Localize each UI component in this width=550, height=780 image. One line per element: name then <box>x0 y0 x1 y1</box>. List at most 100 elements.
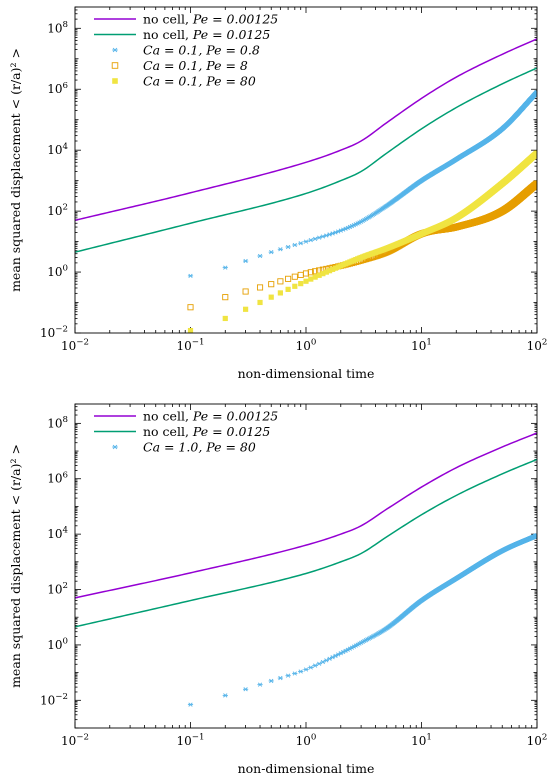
data-point <box>312 663 318 668</box>
legend-label: Ca = 1.0, Pe = 80 <box>143 440 256 455</box>
x-tick-label: 100 <box>296 733 317 748</box>
data-point <box>243 258 249 264</box>
legend-label: Ca = 0.1, Pe = 80 <box>143 74 256 89</box>
series-3-points <box>187 90 537 279</box>
x-tick-label: 101 <box>411 733 432 748</box>
legend-label: no cell, Pe = 0.00125 <box>143 12 278 27</box>
data-point <box>268 250 274 255</box>
x-tick-label: 10−1 <box>177 733 205 748</box>
y-tick-label: 102 <box>47 581 68 596</box>
data-point <box>243 687 249 692</box>
data-point <box>243 306 249 312</box>
x-tick-label: 102 <box>527 338 548 353</box>
axes-frame <box>74 6 538 334</box>
y-tick-label: 108 <box>47 20 68 35</box>
data-point <box>316 272 322 278</box>
legend-swatch <box>112 78 118 84</box>
data-point <box>291 273 298 280</box>
legend-label: Ca = 0.1, Pe = 8 <box>143 58 248 73</box>
y-tick-label: 10−2 <box>40 325 68 340</box>
data-point <box>292 671 298 676</box>
data-point <box>242 288 249 295</box>
data-point <box>187 702 194 707</box>
legend-entry: no cell, Pe = 0.0125 <box>94 424 270 439</box>
data-point <box>298 241 304 246</box>
data-point <box>268 281 275 288</box>
data-point <box>297 271 304 278</box>
data-point <box>534 90 537 95</box>
data-point <box>277 247 283 252</box>
legend-swatch <box>111 62 119 69</box>
series-3-points <box>187 533 537 707</box>
data-point <box>303 278 309 284</box>
data-point <box>222 265 228 270</box>
data-point <box>312 268 319 275</box>
y-tick-label: 104 <box>47 526 68 541</box>
legend-entry: Ca = 0.1, Pe = 80 <box>112 74 256 89</box>
data-point <box>308 665 314 670</box>
series-5-points <box>187 150 537 333</box>
legend-entry: Ca = 1.0, Pe = 80 <box>112 440 256 455</box>
series-1-line <box>75 38 537 222</box>
x-tick-label: 102 <box>527 733 548 748</box>
data-point <box>257 253 263 259</box>
x-tick-label: 10−2 <box>61 733 89 748</box>
data-point <box>222 294 229 301</box>
data-point <box>330 266 336 272</box>
legend-label: Ca = 0.1, Pe = 0.8 <box>143 43 260 58</box>
x-tick-label: 101 <box>411 338 432 353</box>
data-point <box>303 239 309 244</box>
x-tick-label: 10−1 <box>177 338 205 353</box>
y-tick-label: 106 <box>47 81 68 96</box>
data-point <box>277 278 284 285</box>
data-point <box>285 244 291 250</box>
legend-entry: Ca = 0.1, Pe = 0.8 <box>112 43 260 58</box>
legend-entry: no cell, Pe = 0.0125 <box>94 27 270 42</box>
y-tick-label: 100 <box>47 637 68 652</box>
data-point <box>256 284 264 291</box>
data-point <box>222 693 228 698</box>
legend-swatch <box>112 47 118 53</box>
legend-entry: Ca = 0.1, Pe = 8 <box>111 58 248 73</box>
data-point <box>320 271 326 277</box>
data-point <box>277 290 283 296</box>
data-point <box>533 180 537 187</box>
legend-entry: no cell, Pe = 0.00125 <box>94 12 278 27</box>
data-point <box>326 268 333 274</box>
series-1-line <box>75 432 537 599</box>
y-axis-label: mean squared displacement < (r/a)² > <box>8 48 23 292</box>
x-axis-label: non-dimensional time <box>238 366 375 381</box>
legend-entry: no cell, Pe = 0.00125 <box>94 409 278 424</box>
data-point <box>323 269 329 275</box>
data-point <box>332 265 339 271</box>
data-point <box>303 667 309 672</box>
plot-area <box>75 432 537 707</box>
data-point <box>222 315 228 322</box>
legend-label: no cell, Pe = 0.0125 <box>143 27 270 42</box>
data-point <box>308 237 314 243</box>
data-point <box>187 327 194 333</box>
y-tick-label: 10−2 <box>40 692 68 707</box>
data-point <box>285 275 292 282</box>
y-tick-label: 108 <box>47 415 68 430</box>
legend-label: no cell, Pe = 0.00125 <box>143 409 278 424</box>
x-tick-label: 10−2 <box>61 338 89 353</box>
x-axis-label: non-dimensional time <box>238 761 375 776</box>
series-2-line <box>75 67 537 253</box>
data-point <box>285 286 291 292</box>
legend-swatch <box>112 444 118 450</box>
data-point <box>187 304 194 311</box>
data-point <box>187 273 194 279</box>
plot-area <box>75 38 537 333</box>
y-tick-label: 106 <box>47 470 68 485</box>
data-point <box>312 236 318 241</box>
data-point <box>316 661 322 666</box>
chart-panel-1: 10−2 10−1 100 101 102 10−2 100 102 104 106 108 non-… <box>8 6 548 381</box>
data-point <box>268 678 274 684</box>
legend-label: no cell, Pe = 0.0125 <box>143 424 270 439</box>
data-point <box>257 299 263 306</box>
data-point <box>257 682 263 687</box>
data-point <box>298 669 304 674</box>
